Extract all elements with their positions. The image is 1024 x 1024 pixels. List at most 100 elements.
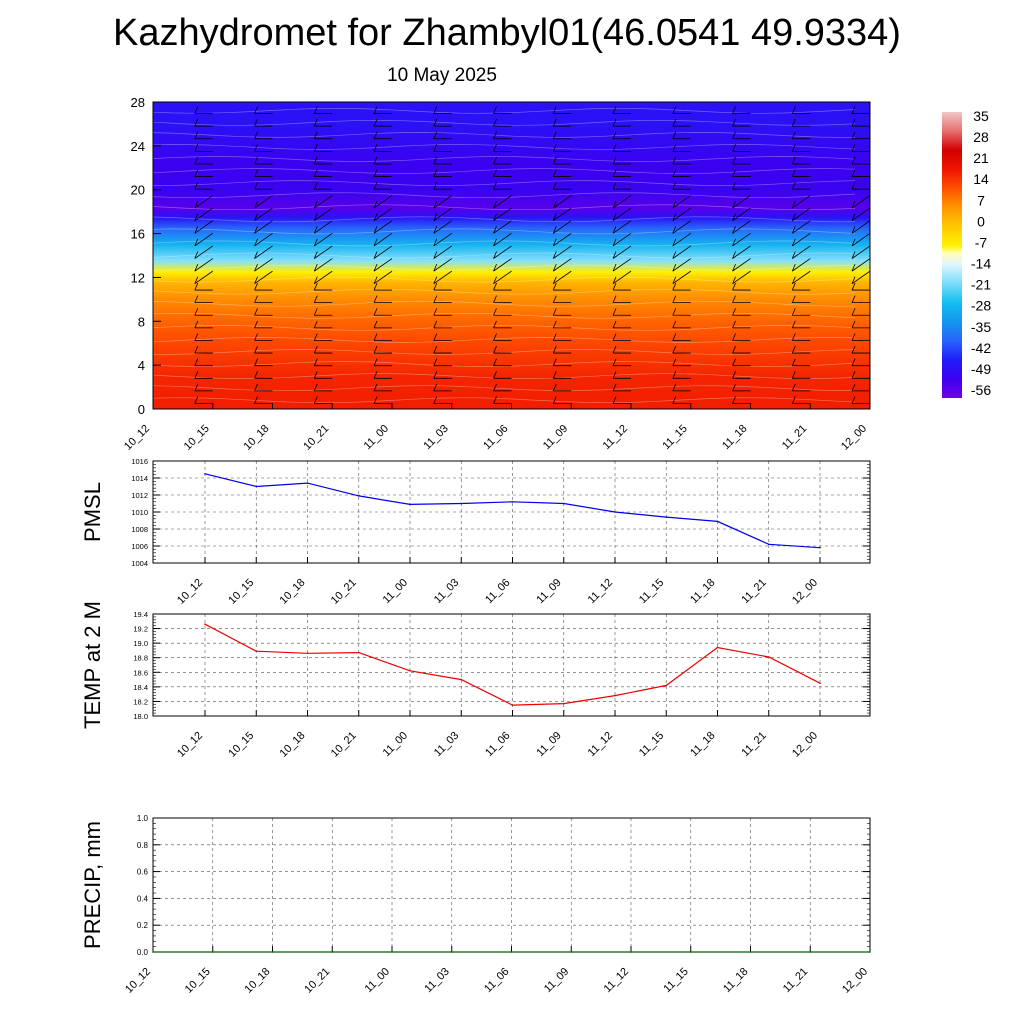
wind-barb: [254, 245, 273, 259]
wind-barb-feather: [732, 345, 736, 354]
wind-barb-feather: [433, 106, 438, 114]
data-point: [716, 520, 719, 523]
wind-barb: [493, 258, 512, 272]
data-point: [391, 951, 393, 953]
wind-barb-feather: [791, 276, 796, 284]
contour-line: [152, 107, 856, 114]
y-tick-label: 1012: [131, 491, 148, 500]
contour-line: [152, 276, 856, 283]
wind-barb: [493, 245, 512, 259]
wind-barb-feather: [791, 238, 796, 247]
wind-barb-feather: [612, 263, 617, 272]
wind-barb-feather: [433, 308, 438, 316]
wind-barb-feather: [254, 345, 258, 354]
x-tick-label: 11_12: [602, 966, 632, 996]
wind-barb-feather: [732, 396, 736, 404]
wind-barb: [553, 207, 572, 222]
wind-barb-feather: [552, 213, 557, 221]
wind-barb-feather: [313, 238, 318, 247]
wind-barb: [314, 270, 333, 285]
wind-barb-feather: [433, 251, 438, 259]
data-point: [819, 546, 821, 549]
wind-barb-feather: [373, 358, 378, 366]
wind-barb: [433, 232, 453, 247]
wind-barb-feather: [493, 182, 497, 190]
wind-barb-feather: [194, 276, 199, 284]
x-tick-label: 11_09: [534, 730, 564, 760]
x-tick-label: 10_21: [302, 966, 332, 996]
wind-barb-feather: [612, 200, 617, 209]
wind-barb-feather: [433, 238, 438, 247]
x-tick-label: 10_15: [226, 730, 256, 760]
wind-barb-feather: [612, 371, 617, 379]
wind-barb-feather: [732, 182, 736, 190]
wind-barb-feather: [612, 213, 617, 221]
wind-barb-feather: [493, 276, 497, 284]
data-point: [510, 951, 513, 953]
wind-barb-feather: [493, 226, 497, 234]
wind-barb: [194, 195, 214, 209]
wind-barb-feather: [791, 106, 796, 114]
wind-barb-feather: [373, 118, 378, 127]
wind-barb: [433, 258, 453, 272]
wind-barb-feather: [433, 182, 438, 190]
wind-barb-feather: [194, 131, 199, 139]
wind-barb-feather: [194, 383, 199, 392]
contour-line: [152, 337, 856, 343]
wind-barb: [254, 270, 273, 285]
precip-panel: 0.0 0.2 0.4 0.6 0.8 1.0 10_12 10_15 10_18 10_21 11…: [80, 814, 871, 996]
wind-barb-feather: [612, 345, 617, 354]
data-point: [451, 951, 453, 953]
wind-barb-feather: [672, 345, 677, 354]
wind-barb-feather: [851, 238, 856, 247]
wind-barb: [194, 258, 214, 272]
wind-barb-feather: [254, 118, 258, 127]
wind-barb-feather: [373, 308, 378, 316]
heatmap-y-tick-label: 8: [138, 314, 145, 329]
contour-line: [152, 252, 856, 259]
wind-barb: [732, 207, 751, 222]
x-tick-label: 11_03: [432, 730, 462, 760]
heatmap-x-tick-label: 11_06: [481, 423, 511, 453]
x-tick-label: 11_03: [432, 577, 462, 607]
contour-line: [153, 349, 856, 355]
heatmap-x-tick-label: 12_00: [839, 423, 869, 453]
wind-barb-feather: [851, 383, 856, 392]
wind-barb-feather: [791, 226, 796, 234]
wind-barb-feather: [552, 308, 557, 316]
wind-barb-feather: [194, 200, 199, 209]
wind-barb-feather: [254, 238, 258, 247]
wind-barb-feather: [851, 118, 856, 127]
wind-barb-feather: [851, 345, 856, 354]
wind-barb-feather: [254, 213, 258, 221]
data-point: [869, 951, 871, 953]
wind-barb-feather: [612, 144, 617, 152]
colorbar-fill: [942, 112, 962, 398]
wind-barb-feather: [493, 156, 497, 165]
wind-barb-feather: [552, 320, 557, 329]
wind-barb-feather: [433, 213, 438, 221]
wind-barb-feather: [493, 263, 497, 272]
wind-barb-feather: [493, 371, 497, 379]
y-tick-label: 1006: [131, 542, 148, 551]
wind-barb-feather: [791, 345, 796, 354]
wind-barb-feather: [552, 263, 557, 272]
y-tick-label: 0.2: [137, 921, 149, 930]
wind-barb-feather: [493, 383, 497, 392]
data-point: [563, 502, 565, 505]
wind-barb-feather: [851, 226, 856, 234]
x-tick-label: 11_21: [781, 966, 811, 996]
wind-barb-feather: [194, 238, 199, 247]
wind-barb-feather: [732, 169, 736, 177]
wind-barb-feather: [194, 358, 199, 366]
wind-barb-feather: [433, 320, 438, 329]
wind-barb-feather: [552, 200, 557, 209]
data-point: [331, 951, 334, 953]
wind-barb-feather: [612, 226, 617, 234]
wind-barb: [373, 245, 393, 259]
x-tick-label: 11_18: [688, 577, 718, 607]
data-point: [768, 543, 770, 546]
contour-line: [152, 132, 856, 138]
wind-barb-feather: [254, 282, 258, 291]
wind-barb: [553, 245, 572, 259]
